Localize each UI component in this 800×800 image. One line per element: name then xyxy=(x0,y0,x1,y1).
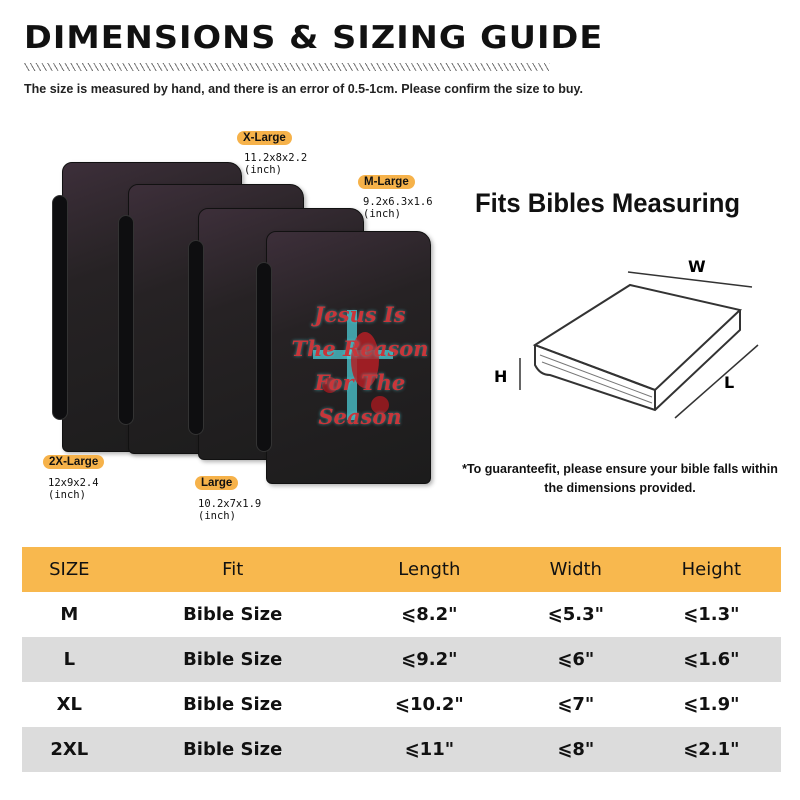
size-dims-large: 10.2x7x1.9 (inch) xyxy=(198,498,261,522)
cell: 2XL xyxy=(22,727,117,772)
unit: (inch) xyxy=(48,489,86,501)
cell: L xyxy=(22,637,117,682)
unit: (inch) xyxy=(363,208,401,220)
measure-note: The size is measured by hand, and there … xyxy=(24,82,583,96)
col-width: Width xyxy=(509,547,642,592)
dims: 9.2x6.3x1.6 xyxy=(363,196,433,208)
book-measure-diagram: W H L xyxy=(494,257,759,419)
cell: M xyxy=(60,604,79,625)
cell: ⩽6" xyxy=(509,637,642,682)
cell: Bible Size xyxy=(116,637,349,682)
cell: ⩽1.3" xyxy=(683,604,740,625)
dims: 12x9x2.4 xyxy=(48,477,99,489)
cell: ⩽1.9" xyxy=(683,694,740,715)
hatch-divider xyxy=(24,63,550,71)
cell: ⩽7" xyxy=(557,694,595,715)
unit: (inch) xyxy=(198,510,236,522)
cell: XL xyxy=(56,694,82,715)
size-tag-xl: X-Large xyxy=(237,131,292,145)
dims: 10.2x7x1.9 xyxy=(198,498,262,510)
size-dims-ml: 9.2x6.3x1.6 (inch) xyxy=(363,196,433,220)
fits-title: Fits Bibles Measuring xyxy=(475,188,741,218)
h-label: H xyxy=(494,367,507,386)
cover-art-lettering: Jesus Is The Reason For The Season xyxy=(291,301,429,429)
unit: (inch) xyxy=(244,164,282,176)
cell: Bible Size xyxy=(183,604,283,625)
handle xyxy=(188,240,204,435)
cell: ⩽8" xyxy=(509,727,642,772)
fit-note: *To guaranteefit, please ensure your bib… xyxy=(462,462,778,495)
handle xyxy=(52,195,68,420)
size-dims-2xl: 12x9x2.4 (inch) xyxy=(48,477,99,501)
size-tag-ml: M-Large xyxy=(358,175,415,189)
cell: ⩽8.2" xyxy=(401,604,458,625)
table-row: 2XL Bible Size ⩽11" ⩽8" ⩽2.1" xyxy=(22,727,781,772)
cell: ⩽10.2" xyxy=(394,694,464,715)
col-length: Length xyxy=(348,547,510,592)
size-table: SIZE Fit Length Width Height M Bible Size… xyxy=(22,547,781,772)
col-height: Height xyxy=(641,547,781,592)
table-row: L Bible Size ⩽9.2" ⩽6" ⩽1.6" xyxy=(22,637,781,682)
l-label: L xyxy=(724,373,734,392)
handle xyxy=(256,262,272,452)
dims: 11.2x8x2.2 xyxy=(244,152,308,164)
cell: ⩽1.6" xyxy=(641,637,781,682)
cell: ⩽5.3" xyxy=(547,604,604,625)
table-row: M Bible Size ⩽8.2" ⩽5.3" ⩽1.3" xyxy=(22,592,781,637)
size-tag-2xl: 2X-Large xyxy=(43,455,105,469)
col-size: SIZE xyxy=(22,547,117,592)
handle xyxy=(118,215,134,425)
table-row: XL Bible Size ⩽10.2" ⩽7" ⩽1.9" xyxy=(22,682,781,727)
cell: ⩽9.2" xyxy=(348,637,510,682)
w-label: W xyxy=(688,257,706,276)
size-dims-xl: 11.2x8x2.2 (inch) xyxy=(244,152,307,176)
page-title: DIMENSIONS & SIZING GUIDE xyxy=(24,20,604,56)
cardinal-cross-artwork xyxy=(313,310,393,420)
cell: ⩽11" xyxy=(348,727,510,772)
table-header-row: SIZE Fit Length Width Height xyxy=(22,547,781,592)
col-fit: Fit xyxy=(116,547,349,592)
cell: Bible Size xyxy=(116,727,349,772)
cell: ⩽2.1" xyxy=(641,727,781,772)
cell: Bible Size xyxy=(183,694,283,715)
size-tag-large: Large xyxy=(195,476,239,490)
